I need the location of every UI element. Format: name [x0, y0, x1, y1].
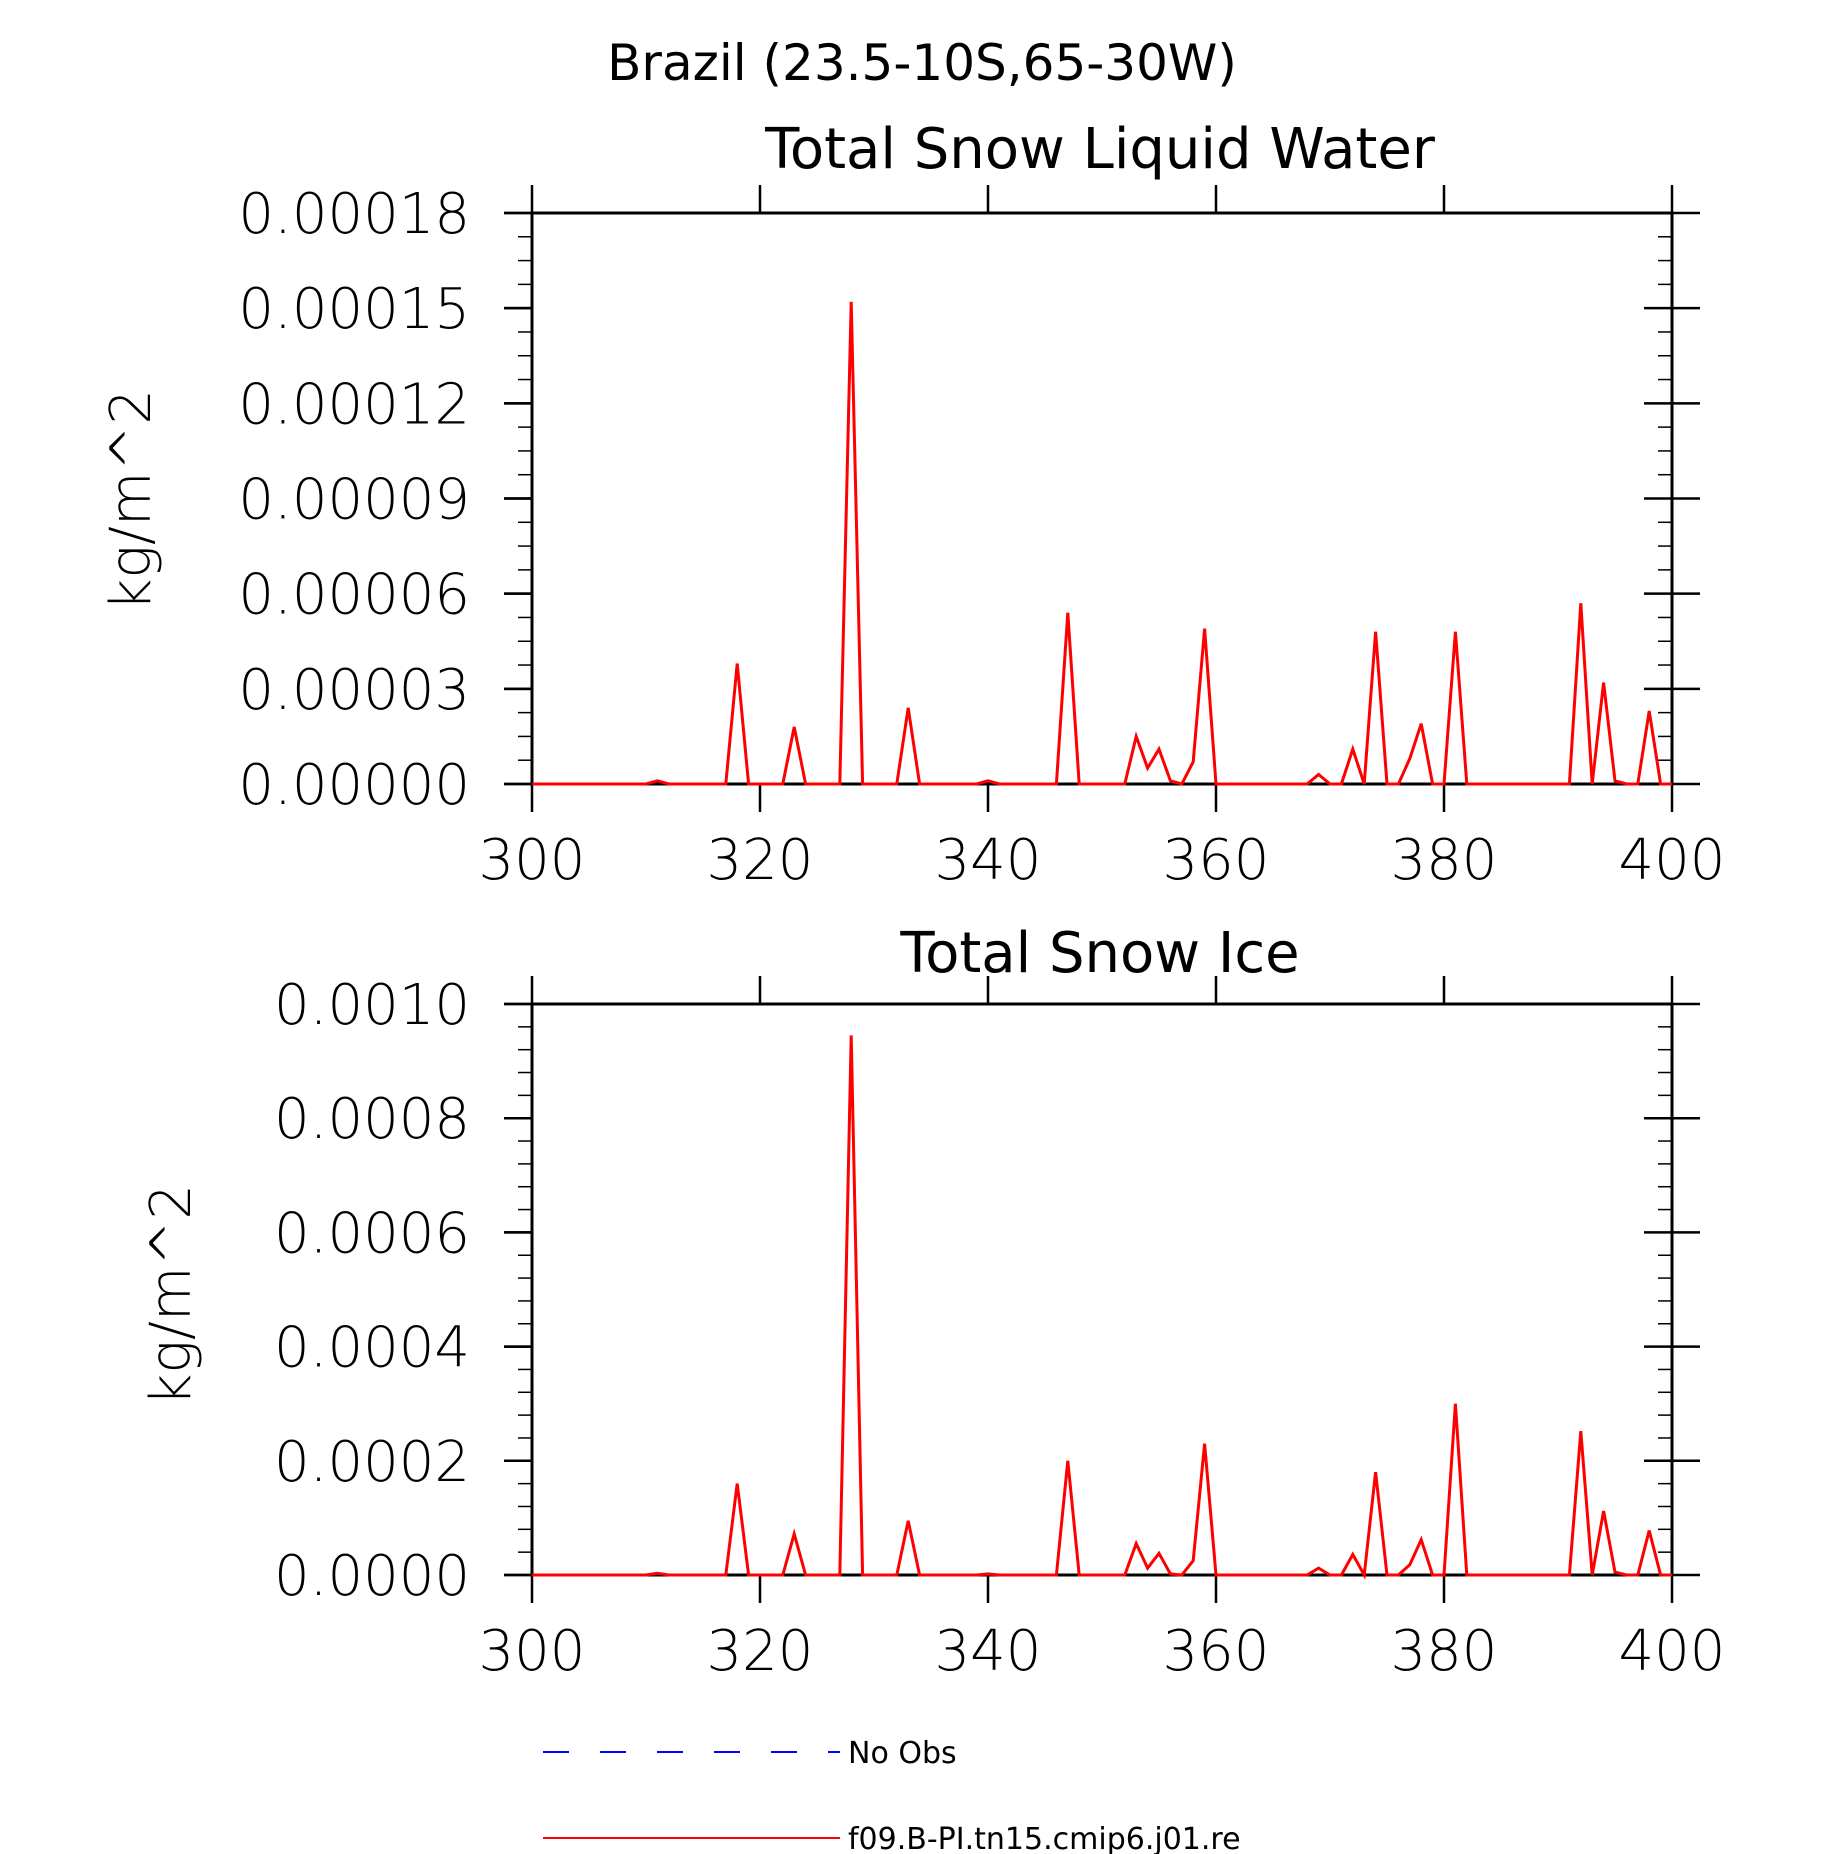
- series-snow-ice: [532, 1035, 1672, 1580]
- y-tick-label: 0.0004: [274, 1316, 470, 1381]
- x-tick-label: 300: [479, 828, 586, 893]
- y-tick-label: 0.0010: [274, 973, 470, 1038]
- ticks-snow-ice: 300 320 340 360 380 400 0.0000 0.0002 0.0004 0.00…: [274, 973, 1725, 1684]
- x-tick-label: 380: [1391, 1619, 1498, 1684]
- x-tick-label: 340: [935, 828, 1042, 893]
- y-tick-label: 0.00009: [238, 468, 470, 533]
- figure-title: Brazil (23.5-10S,65-30W): [607, 34, 1237, 92]
- y-tick-label: 0.00018: [238, 182, 470, 247]
- legend: No Obs f09.B-PI.tn15.cmip6.j01.re: [543, 1736, 1241, 1854]
- panel-snow-ice: Total Snow Ice kg/m^2 300 320 340 360 380 400…: [139, 921, 1725, 1684]
- x-tick-label: 320: [707, 828, 814, 893]
- legend-label-no-obs: No Obs: [848, 1736, 957, 1771]
- x-tick-label: 340: [935, 1619, 1042, 1684]
- y-tick-label: 0.0002: [274, 1430, 470, 1495]
- series-line-snow-liquid-water: [532, 301, 1672, 786]
- y-axis-label-snow-ice: kg/m^2: [139, 1184, 204, 1406]
- y-tick-label: 0.00006: [238, 563, 470, 628]
- series-snow-liquid-water: [532, 301, 1672, 786]
- x-tick-label: 300: [479, 1619, 586, 1684]
- y-tick-label: 0.00003: [238, 658, 470, 723]
- x-tick-label: 360: [1163, 828, 1270, 893]
- panel-snow-liquid-water: Total Snow Liquid Water kg/m^2 300 320 340…: [99, 117, 1725, 893]
- x-tick-label: 360: [1163, 1619, 1270, 1684]
- y-tick-label: 0.0006: [274, 1201, 470, 1266]
- legend-label-model: f09.B-PI.tn15.cmip6.j01.re: [848, 1822, 1241, 1854]
- x-tick-label: 400: [1619, 828, 1726, 893]
- y-tick-label: 0.00000: [238, 753, 470, 818]
- panel-title-snow-liquid-water: Total Snow Liquid Water: [764, 117, 1436, 182]
- x-tick-label: 400: [1619, 1619, 1726, 1684]
- y-axis-label-snow-liquid-water: kg/m^2: [99, 389, 164, 611]
- series-line-snow-ice: [532, 1035, 1672, 1580]
- y-tick-label: 0.0008: [274, 1087, 470, 1152]
- x-tick-label: 380: [1391, 828, 1498, 893]
- panel-title-snow-ice: Total Snow Ice: [899, 921, 1299, 986]
- ticks-snow-liquid-water: 300 320 340 360 380 400 0.00000 0.00003 0.00006 0…: [238, 182, 1725, 893]
- y-tick-label: 0.00012: [238, 372, 470, 437]
- x-tick-label: 320: [707, 1619, 814, 1684]
- y-tick-label: 0.0000: [274, 1544, 470, 1609]
- y-tick-label: 0.00015: [238, 277, 470, 342]
